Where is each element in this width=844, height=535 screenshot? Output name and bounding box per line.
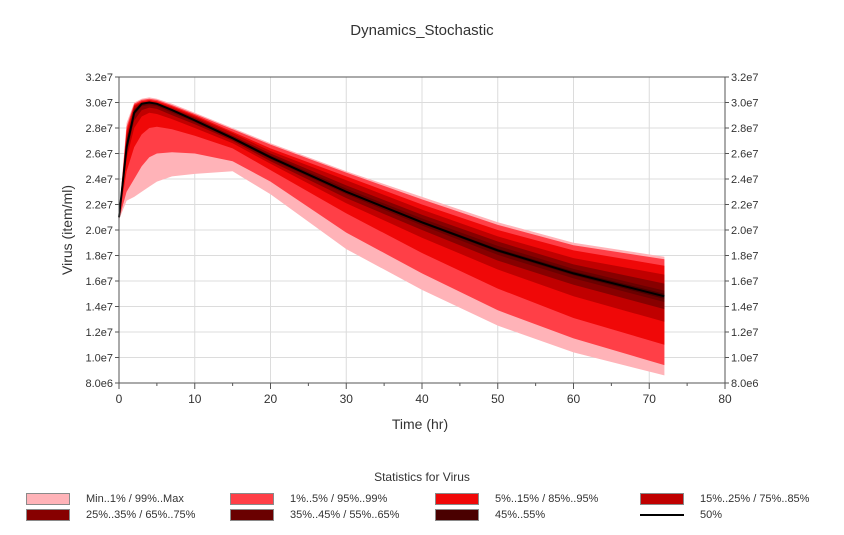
chart-title: Dynamics_Stochastic <box>350 22 494 39</box>
legend-swatch <box>640 493 684 505</box>
y-tick-label-left: 2.4e7 <box>85 174 113 186</box>
y-tick-label-right: 1.2e7 <box>731 327 759 339</box>
y-tick-label-right: 2.2e7 <box>731 200 759 212</box>
legend-title: Statistics for Virus <box>374 470 470 484</box>
x-tick-label: 40 <box>415 392 429 406</box>
y-axis-right: 8.0e6 1.0e7 1.2e7 1.4e7 1.6e7 1.8e7 2.0e7 2.2e7… <box>725 72 759 390</box>
legend-label: 50% <box>700 509 723 521</box>
x-tick-label: 20 <box>264 392 278 406</box>
y-axis-label: Virus (item/ml) <box>59 185 75 275</box>
y-tick-label-left: 1.8e7 <box>85 251 113 263</box>
y-tick-label-left: 8.0e6 <box>85 378 113 390</box>
y-tick-label-right: 1.4e7 <box>731 302 759 314</box>
y-tick-label-right: 8.0e6 <box>731 378 759 390</box>
y-tick-label-left: 2.2e7 <box>85 200 113 212</box>
legend-label: 15%..25% / 75%..85% <box>700 493 810 505</box>
y-tick-label-left: 3.0e7 <box>85 98 113 110</box>
legend-swatch <box>230 493 274 505</box>
x-axis: 0 10 20 30 40 50 60 70 80 <box>116 383 732 406</box>
y-tick-label-left: 1.2e7 <box>85 327 113 339</box>
y-tick-label-left: 1.0e7 <box>85 353 113 365</box>
x-tick-label: 50 <box>491 392 505 406</box>
x-tick-label: 80 <box>718 392 732 406</box>
legend-swatch <box>640 514 684 516</box>
x-tick-label: 60 <box>567 392 581 406</box>
y-tick-label-left: 1.6e7 <box>85 276 113 288</box>
x-tick-label: 0 <box>116 392 123 406</box>
y-tick-label-right: 2.4e7 <box>731 174 759 186</box>
y-tick-label-right: 3.2e7 <box>731 72 759 84</box>
median-line <box>118 101 665 298</box>
y-tick-label-right: 1.0e7 <box>731 353 759 365</box>
legend-swatch <box>26 493 70 505</box>
y-tick-label-right: 1.8e7 <box>731 251 759 263</box>
y-axis-left: 8.0e6 1.0e7 1.2e7 1.4e7 1.6e7 1.8e7 2.0e7 2.2e7… <box>85 72 119 390</box>
legend-label: 25%..35% / 65%..75% <box>86 509 196 521</box>
legend-label: 5%..15% / 85%..95% <box>495 493 599 505</box>
y-tick-label-right: 2.8e7 <box>731 123 759 135</box>
legend-swatch <box>230 509 274 521</box>
legend-label: Min..1% / 99%..Max <box>86 493 184 505</box>
x-tick-label: 30 <box>340 392 354 406</box>
y-tick-label-right: 2.0e7 <box>731 225 759 237</box>
legend-swatch <box>435 493 479 505</box>
y-tick-label-left: 2.6e7 <box>85 149 113 161</box>
y-tick-label-right: 3.0e7 <box>731 98 759 110</box>
legend-label: 35%..45% / 55%..65% <box>290 509 400 521</box>
chart: Dynamics_Stochastic 0 10 20 30 40 50 60 70 80 8.… <box>59 22 759 432</box>
x-tick-label: 10 <box>188 392 202 406</box>
y-tick-label-left: 2.0e7 <box>85 225 113 237</box>
legend-swatch <box>435 509 479 521</box>
legend-swatch <box>26 509 70 521</box>
y-tick-label-left: 1.4e7 <box>85 302 113 314</box>
y-tick-label-left: 2.8e7 <box>85 123 113 135</box>
legend-label: 45%..55% <box>495 509 546 521</box>
x-tick-label: 70 <box>643 392 657 406</box>
y-tick-label-left: 3.2e7 <box>85 72 113 84</box>
y-tick-label-right: 2.6e7 <box>731 149 759 161</box>
bands <box>119 97 665 376</box>
x-axis-label: Time (hr) <box>392 416 448 432</box>
y-tick-label-right: 1.6e7 <box>731 276 759 288</box>
legend-label: 1%..5% / 95%..99% <box>290 493 388 505</box>
